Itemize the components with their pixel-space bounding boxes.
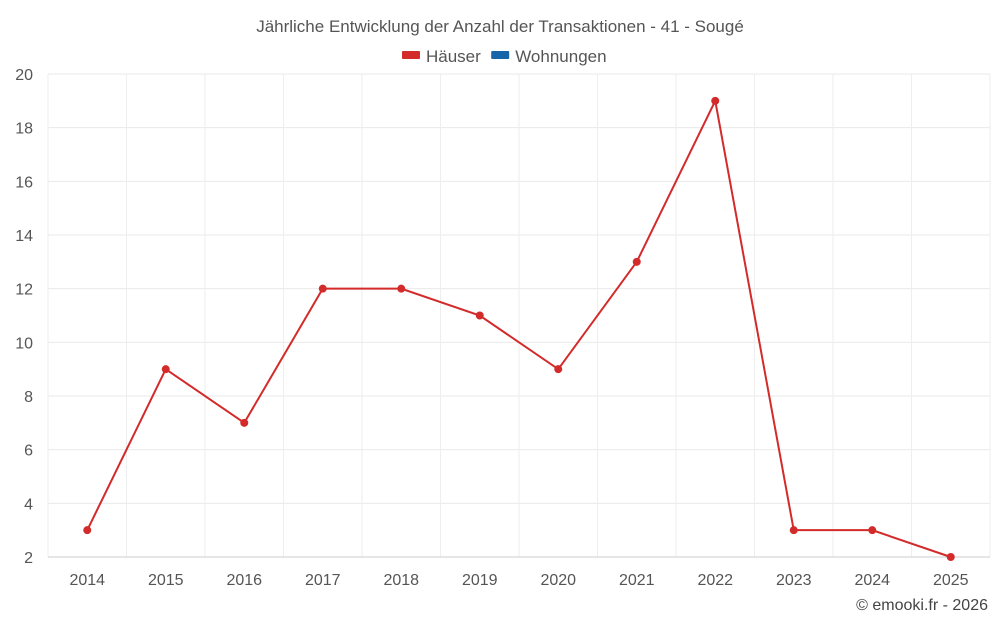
y-tick-label: 6 — [24, 443, 33, 460]
data-point[interactable] — [946, 553, 955, 561]
series-line-0 — [86, 97, 952, 558]
legend-item-1[interactable]: Wohnungen — [491, 47, 607, 66]
data-point[interactable] — [475, 311, 484, 320]
x-tick-label: 2019 — [462, 572, 498, 589]
y-tick-label: 8 — [24, 389, 33, 406]
x-tick-label: 2024 — [854, 572, 890, 589]
data-point[interactable] — [711, 96, 720, 105]
x-tick-label: 2017 — [305, 572, 341, 589]
y-tick-label: 14 — [15, 228, 33, 245]
chart-title: Jährliche Entwicklung der Anzahl der Tra… — [256, 17, 744, 36]
data-point[interactable] — [83, 526, 92, 535]
data-point[interactable] — [161, 365, 170, 374]
x-tick-label: 2020 — [540, 572, 576, 589]
legend-label: Häuser — [426, 47, 481, 66]
data-point[interactable] — [868, 526, 877, 535]
y-tick-label: 16 — [15, 174, 33, 191]
x-tick-label: 2023 — [776, 572, 812, 589]
legend-swatch — [491, 51, 510, 59]
y-axis-ticks: 2 4 6 8 10 12 14 16 18 20 — [15, 67, 33, 567]
series-group — [83, 96, 955, 561]
legend-label: Wohnungen — [515, 47, 606, 66]
x-tick-label: 2015 — [148, 572, 184, 589]
legend-item-0[interactable]: Häuser — [402, 47, 481, 66]
y-tick-label: 20 — [15, 67, 33, 84]
data-point[interactable] — [789, 526, 798, 535]
grid — [47, 73, 991, 558]
legend: Häuser Wohnungen — [402, 47, 607, 66]
legend-swatch — [402, 51, 420, 59]
y-tick-label: 2 — [24, 550, 33, 567]
credit-text: © emooki.fr - 2026 — [856, 597, 988, 614]
x-tick-label: 2021 — [619, 572, 655, 589]
y-tick-label: 10 — [15, 335, 33, 352]
data-point[interactable] — [318, 284, 327, 293]
y-tick-label: 18 — [15, 121, 33, 138]
y-tick-label: 4 — [24, 496, 33, 513]
data-point[interactable] — [554, 365, 563, 374]
data-point[interactable] — [397, 284, 406, 293]
x-axis-ticks: 2014 2015 2016 2017 2018 2019 2020 2021 2022 2023… — [69, 572, 968, 589]
x-tick-label: 2018 — [383, 572, 419, 589]
y-tick-label: 12 — [15, 282, 33, 299]
x-tick-label: 2022 — [697, 572, 733, 589]
data-point[interactable] — [240, 418, 249, 427]
x-tick-label: 2016 — [226, 572, 262, 589]
x-tick-label: 2014 — [69, 572, 105, 589]
x-tick-label: 2025 — [933, 572, 969, 589]
data-point[interactable] — [632, 257, 641, 266]
